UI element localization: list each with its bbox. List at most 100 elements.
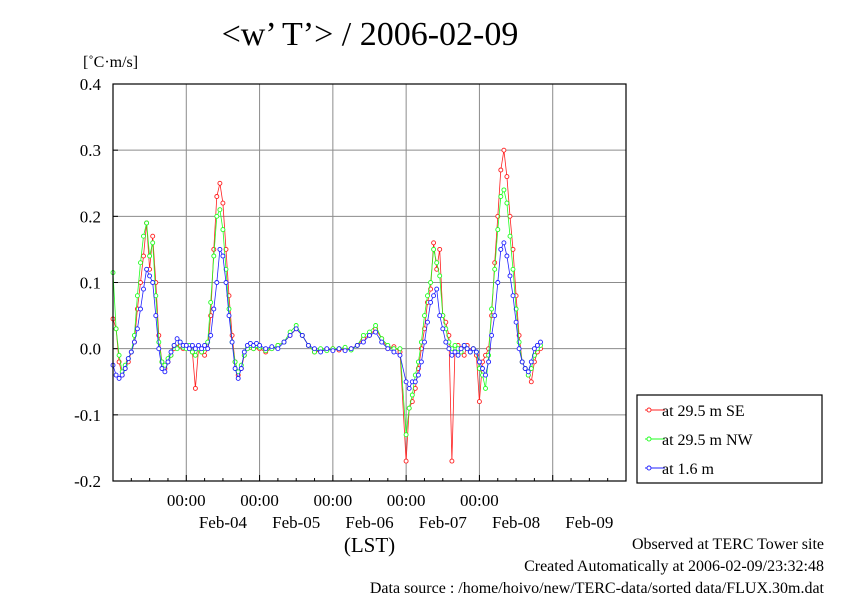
data-point xyxy=(299,332,305,338)
data-point xyxy=(354,342,360,348)
data-point xyxy=(483,385,488,391)
data-point xyxy=(131,339,137,345)
data-point xyxy=(516,346,522,352)
data-point xyxy=(125,356,131,362)
data-point xyxy=(452,349,458,355)
data-point xyxy=(504,200,510,206)
data-point xyxy=(223,246,229,252)
data-point xyxy=(174,336,180,342)
x-date-label: Feb-09 xyxy=(565,513,613,532)
data-point xyxy=(229,332,235,338)
data-point xyxy=(379,339,385,345)
data-point xyxy=(150,233,156,239)
data-point xyxy=(534,342,540,348)
data-point xyxy=(144,266,150,272)
legend-marker xyxy=(646,407,652,413)
data-point xyxy=(174,346,180,352)
data-point xyxy=(293,326,299,332)
data-point xyxy=(519,359,525,365)
data-point xyxy=(489,306,495,312)
data-point xyxy=(217,246,223,252)
data-point xyxy=(342,348,348,354)
data-point xyxy=(138,260,143,266)
data-point xyxy=(360,339,366,345)
data-point xyxy=(217,207,223,213)
data-point xyxy=(367,332,372,338)
data-point xyxy=(403,458,409,464)
data-point xyxy=(220,227,226,233)
data-point xyxy=(464,346,470,352)
data-point xyxy=(150,280,156,285)
data-point xyxy=(467,349,473,355)
plot-frame xyxy=(112,83,627,482)
data-point xyxy=(440,326,446,332)
data-point xyxy=(449,352,455,358)
data-point xyxy=(449,458,455,464)
data-point xyxy=(147,273,153,279)
data-point xyxy=(211,306,217,312)
data-point xyxy=(501,187,507,193)
data-point xyxy=(208,299,214,305)
data-point xyxy=(501,147,507,153)
data-point xyxy=(538,339,543,345)
data-point xyxy=(113,326,119,332)
legend-marker xyxy=(646,436,652,442)
data-point xyxy=(476,359,482,365)
data-point xyxy=(214,280,220,285)
data-point xyxy=(287,332,293,338)
data-point xyxy=(150,240,156,246)
data-point xyxy=(189,342,195,348)
data-point xyxy=(324,346,330,352)
data-point xyxy=(403,432,409,438)
data-point xyxy=(141,233,146,239)
data-point xyxy=(220,200,226,206)
data-point xyxy=(134,326,140,332)
data-point xyxy=(183,342,189,348)
data-point xyxy=(513,319,519,325)
legend-box xyxy=(636,394,823,484)
data-point xyxy=(437,246,443,252)
x-date-label: Feb-07 xyxy=(419,513,468,532)
data-point xyxy=(498,167,504,173)
data-point xyxy=(165,359,171,365)
data-point xyxy=(208,332,214,338)
data-point xyxy=(232,359,238,365)
data-point xyxy=(385,346,391,352)
x-date-label: Feb-05 xyxy=(272,513,320,532)
data-point xyxy=(257,342,263,348)
data-point xyxy=(437,313,443,319)
y-tick-label: -0.1 xyxy=(74,406,101,425)
data-point xyxy=(156,346,162,352)
data-point xyxy=(144,220,150,226)
data-point xyxy=(171,342,177,348)
data-point xyxy=(141,253,146,259)
y-tick-label: 0.3 xyxy=(80,141,101,160)
data-point xyxy=(498,246,504,252)
data-point xyxy=(437,273,443,279)
data-point xyxy=(431,246,437,252)
y-tick-label: 0.1 xyxy=(80,274,101,293)
series-line-2 xyxy=(112,188,541,435)
data-point xyxy=(223,280,229,285)
data-point xyxy=(128,349,134,355)
data-point xyxy=(232,366,238,371)
data-point xyxy=(153,313,159,319)
data-point xyxy=(189,349,195,355)
data-point xyxy=(473,349,479,355)
data-point xyxy=(141,286,146,292)
data-point xyxy=(486,359,492,365)
data-point xyxy=(513,306,519,312)
data-point xyxy=(486,352,492,358)
data-point xyxy=(134,293,140,299)
data-point xyxy=(455,352,461,358)
data-point xyxy=(269,344,275,350)
data-point xyxy=(220,253,226,259)
legend-marker xyxy=(646,465,652,471)
data-point xyxy=(168,349,174,355)
data-point xyxy=(186,346,192,352)
legend-label: at 29.5 m NW xyxy=(662,432,754,449)
data-point xyxy=(412,379,418,385)
data-point xyxy=(241,349,247,355)
data-point xyxy=(476,399,482,405)
